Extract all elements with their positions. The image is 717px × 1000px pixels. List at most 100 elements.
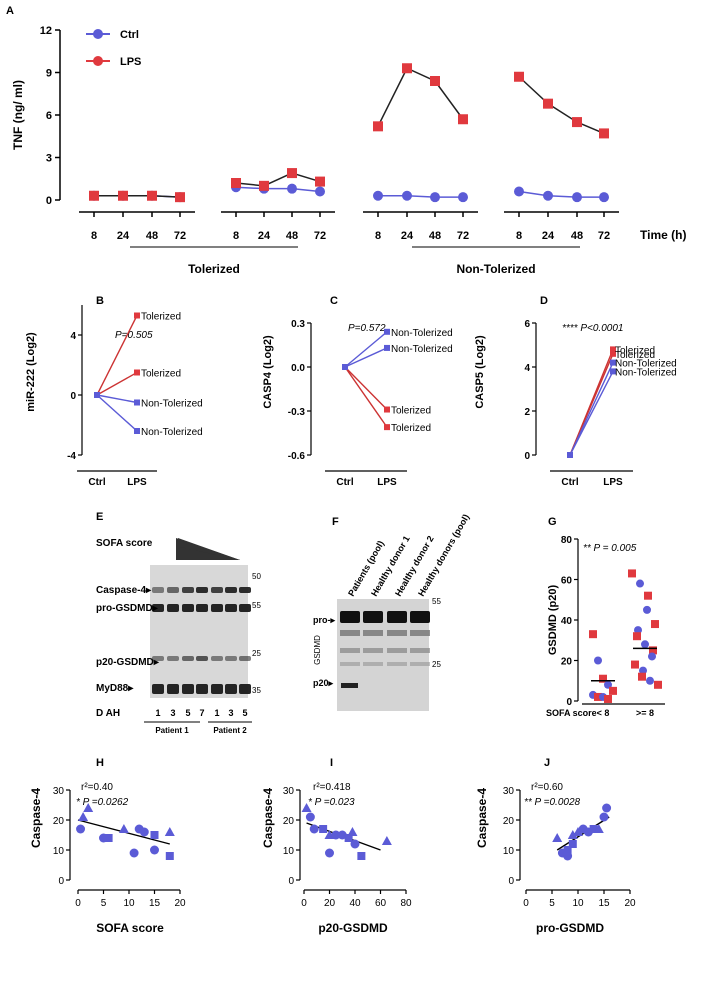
blot-f-row-pro: pro-▸ (313, 615, 335, 625)
panel-i-point (301, 803, 312, 812)
blot-e-band (239, 604, 251, 612)
panel-g-point (651, 620, 659, 629)
panel-c-y-tick-label: 0.3 (291, 319, 305, 330)
panel-d-casp5: CASP5 (Log2) **** P<0.0001 (474, 323, 623, 409)
panel-g-gsdmd-scatter: GSDMD (p20) ** P = 0.005 SOFA score (546, 543, 637, 718)
blot-e-row-caspase4: Caspase-4▸ (96, 585, 152, 596)
panel-b-x-label-lps: LPS (127, 477, 147, 488)
panel-g-x-label-low: < 8 (597, 708, 610, 718)
panel-j-x-tick-label: 10 (572, 898, 584, 909)
panel-a-ctrl-point (402, 190, 412, 201)
panel-a-ctrl-point (572, 192, 582, 203)
panel-i-point (305, 812, 315, 822)
panel-a-lps-point (599, 128, 609, 139)
panel-a-tolerized-label: Tolerized (188, 262, 240, 276)
panel-h-point (150, 845, 159, 855)
panel-a-lps-point (231, 178, 241, 188)
panel-g-y-tick-label: 40 (561, 616, 573, 627)
panel-b-series-label: Tolerized (141, 369, 181, 380)
panel-c-x-label-lps: LPS (377, 477, 397, 488)
blot-f-band-pro (387, 611, 407, 623)
panel-a-lps-point (175, 192, 185, 203)
blot-e-lane-number: 5 (185, 708, 190, 718)
blot-f-mw-55: 55 (432, 597, 441, 606)
panel-d-series-label: Tolerized (615, 345, 655, 356)
panel-c-series-point (384, 344, 390, 351)
panel-g-point (649, 646, 657, 655)
panel-j-scatter: Caspase-4 pro-GSDMD r²=0.60 ** P =0.0028 (475, 782, 604, 935)
panel-h-x-axis-label: SOFA score (96, 921, 164, 935)
panel-g-point (644, 591, 652, 600)
panel-a-lps-point (118, 190, 128, 201)
panel-i-y-tick-label: 10 (283, 846, 295, 857)
blot-f-row-p20: p20▸ (313, 678, 334, 688)
panel-a-ctrl-point (315, 186, 325, 197)
blot-e-band (211, 656, 223, 661)
blot-e-band (211, 587, 223, 593)
panel-b-series-line (96, 394, 138, 404)
panel-a-x-tick-label: 8 (233, 230, 239, 242)
panel-h-x-tick-label: 10 (123, 898, 135, 909)
panel-g-point (641, 640, 649, 649)
panel-d-series-label: Non-Tolerized (615, 367, 677, 378)
panel-h-x-tick-label: 20 (174, 898, 186, 909)
panel-b-series-line (96, 371, 138, 396)
blot-f-band-mid (340, 630, 360, 636)
panel-j-point (563, 846, 572, 854)
panel-a-x-tick-label: 72 (598, 230, 610, 242)
panel-a-ctrl-point (373, 190, 383, 201)
panel-a-x-axis-label: Time (h) (640, 228, 686, 242)
panel-c-series-label: Tolerized (391, 406, 431, 417)
panel-b-series-line (96, 394, 138, 432)
panel-c-series-label: Non-Tolerized (391, 344, 453, 355)
panel-a-x-tick-label: 8 (91, 230, 97, 242)
panel-g-point (604, 694, 612, 703)
panel-h-point (76, 824, 86, 834)
panel-a-lps-point (89, 190, 99, 201)
panel-a-y-tick-label: 12 (40, 25, 52, 37)
panel-a-x-tick-label: 48 (571, 230, 583, 242)
panel-c-series-point (384, 406, 390, 413)
panel-g-point (631, 660, 639, 669)
blot-e-band (167, 587, 179, 593)
panel-i-x-tick-label: 80 (400, 898, 412, 909)
blot-e-band (196, 604, 208, 612)
panel-c-series-label: Non-Tolerized (391, 328, 453, 339)
panel-a-y-tick-label: 3 (46, 153, 52, 165)
blot-e-band (152, 656, 164, 661)
panel-d-ctrl-point (567, 452, 573, 458)
panel-b-y-tick-label: -4 (67, 451, 76, 462)
panel-a-y-axis-label: TNF (ng/ ml) (11, 80, 25, 150)
panel-c-series-line (344, 366, 388, 411)
blot-e-mw-50: 50 (252, 572, 261, 581)
panel-j-x-axis-label: pro-GSDMD (536, 921, 604, 935)
blot-e-band (196, 656, 208, 661)
panel-g-point (648, 652, 656, 661)
panel-letter-f: F (332, 516, 339, 528)
panel-a-ctrl-point (287, 183, 297, 194)
panel-letter-a: A (6, 5, 14, 17)
panel-h-scatter: Caspase-4 SOFA score r²=0.40 * P =0.0262 (29, 782, 164, 935)
panel-d-y-tick-label: 0 (524, 451, 530, 462)
panel-i-x-tick-label: 20 (324, 898, 336, 909)
panel-a-x-tick-label: 24 (401, 230, 414, 242)
panel-i-point (381, 836, 392, 845)
panel-i-y-tick-label: 30 (283, 786, 295, 797)
blot-f-band-mid2 (410, 648, 430, 653)
panel-g-y-tick-label: 60 (561, 576, 573, 587)
blot-e-band (225, 684, 237, 694)
panel-g-pvalue: ** P = 0.005 (583, 543, 637, 554)
blot-f-band-pro (340, 611, 360, 623)
panel-a-series-line-ctrl (235, 186, 321, 193)
blot-e-row-pro-gsdmd: pro-GSDMD▸ (96, 603, 159, 614)
blot-e-band (182, 587, 194, 593)
panel-j-point (589, 825, 598, 833)
panel-d-series-point (610, 346, 616, 353)
blot-e-band (239, 587, 251, 593)
blot-e-mw-25: 25 (252, 649, 261, 658)
panel-c-series-line (344, 366, 388, 428)
panel-d-y-tick-label: 2 (524, 407, 530, 418)
blot-e-mw-55: 55 (252, 601, 261, 610)
panel-j-x-tick-label: 20 (624, 898, 636, 909)
